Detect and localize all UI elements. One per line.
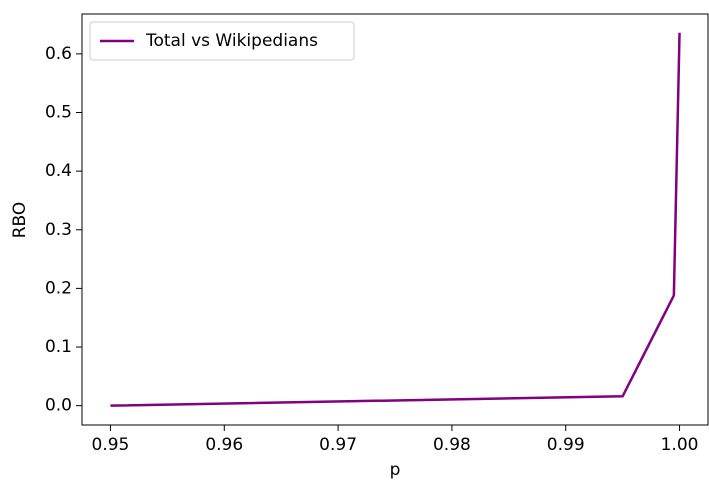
y-tick-label: 0.3 xyxy=(45,220,72,240)
y-axis-label: RBO xyxy=(10,202,30,239)
y-tick-label: 0.4 xyxy=(45,161,72,181)
x-tick-label: 0.98 xyxy=(433,435,471,455)
x-tick-label: 0.96 xyxy=(205,435,243,455)
y-tick-label: 0.0 xyxy=(45,396,72,416)
x-tick-label: 0.99 xyxy=(547,435,585,455)
x-tick-label: 1.00 xyxy=(661,435,699,455)
y-tick-label: 0.1 xyxy=(45,337,72,357)
x-tick-label: 0.97 xyxy=(319,435,357,455)
y-tick-label: 0.5 xyxy=(45,102,72,122)
legend-label: Total vs Wikipedians xyxy=(145,31,318,51)
plot-frame xyxy=(81,13,709,426)
y-tick-label: 0.6 xyxy=(45,44,72,64)
x-tick-label: 0.95 xyxy=(92,435,130,455)
data-line xyxy=(110,32,681,407)
legend-box xyxy=(89,21,355,61)
y-tick-label: 0.2 xyxy=(45,278,72,298)
x-axis-label: p xyxy=(390,460,401,480)
